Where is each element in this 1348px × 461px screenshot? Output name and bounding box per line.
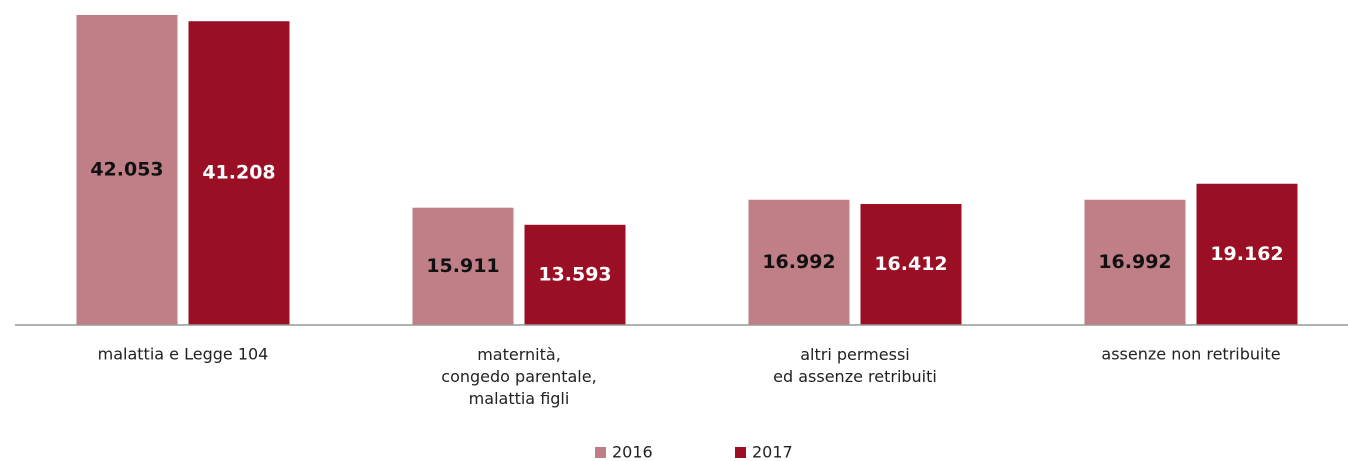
x-tick-label-line: ed assenze retribuiti (773, 367, 937, 386)
value-label: 19.162 (1210, 243, 1283, 265)
x-tick-label: malattia e Legge 104 (98, 345, 269, 364)
bar (412, 207, 514, 325)
bar (1084, 199, 1186, 325)
x-tick-label-line: malattia figli (469, 389, 570, 408)
legend-label: 2016 (612, 443, 653, 461)
value-label: 41.208 (202, 162, 275, 184)
value-label: 16.992 (1098, 251, 1171, 273)
x-tick-label-line: maternità, (477, 345, 561, 364)
legend-label: 2017 (752, 443, 793, 461)
bar (748, 199, 850, 325)
bar (860, 204, 962, 325)
value-label: 16.412 (874, 253, 947, 275)
x-tick-label: maternità, congedo parentale, malattia fig… (441, 345, 596, 408)
legend-swatch (595, 447, 606, 458)
x-tick-label-line: altri permessi (800, 345, 909, 364)
x-tick-label-line: congedo parentale, (441, 367, 596, 386)
bar (76, 15, 178, 325)
bar (188, 21, 290, 326)
value-label: 15.911 (426, 255, 499, 277)
x-tick-label: assenze non retribuite (1101, 345, 1280, 364)
x-tick-label: altri permessi ed assenze retribuiti (773, 345, 937, 386)
legend-swatch (735, 447, 746, 458)
bar (524, 224, 626, 325)
value-label: 16.992 (762, 251, 835, 273)
value-label: 42.053 (90, 159, 163, 181)
value-label: 13.593 (538, 263, 611, 285)
bar (1196, 183, 1298, 325)
